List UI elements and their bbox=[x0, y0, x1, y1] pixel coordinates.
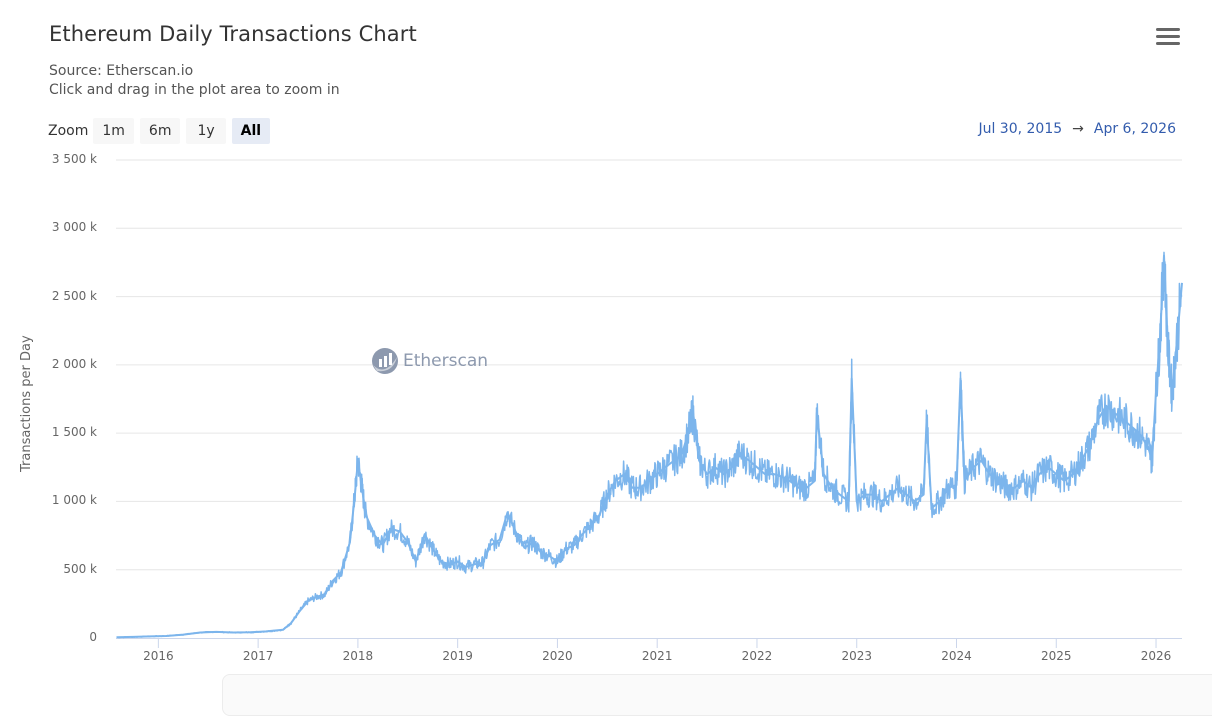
x-tick-label: 2025 bbox=[1040, 649, 1072, 663]
gridlines bbox=[116, 159, 1182, 571]
range-from-input[interactable]: Jul 30, 2015 bbox=[978, 121, 1063, 137]
x-tick-label: 2018 bbox=[342, 649, 374, 663]
etherscan-watermark: Etherscan bbox=[371, 347, 488, 375]
chart-title: Ethereum Daily Transactions Chart bbox=[49, 22, 417, 46]
y-tick-label: 500 k bbox=[63, 561, 97, 576]
y-tick-label: 2 000 k bbox=[51, 356, 97, 371]
y-tick-label: 3 500 k bbox=[51, 152, 97, 166]
y-tick-label: 2 500 k bbox=[51, 288, 97, 303]
y-tick-label: 1 000 k bbox=[51, 493, 97, 508]
footer-panel bbox=[222, 674, 1212, 716]
zoom-all-button[interactable]: All bbox=[231, 118, 271, 144]
hamburger-menu-icon[interactable] bbox=[1156, 28, 1180, 50]
zoom-1m-button[interactable]: 1m bbox=[93, 118, 134, 144]
x-tick-label: 2024 bbox=[941, 649, 972, 663]
etherscan-logo-icon bbox=[372, 348, 398, 374]
y-tick-label: 3 000 k bbox=[51, 220, 97, 235]
x-tick-label: 2020 bbox=[542, 649, 573, 663]
zoom-hint-text: Click and drag in the plot area to zoom … bbox=[49, 82, 340, 98]
x-tick-label: 2019 bbox=[442, 649, 473, 663]
series-line bbox=[116, 254, 1183, 639]
x-tick-label: 2023 bbox=[841, 649, 872, 663]
y-tick-label: 0 bbox=[89, 630, 97, 644]
x-axis bbox=[116, 638, 1182, 648]
source-text: Source: Etherscan.io bbox=[49, 63, 194, 79]
zoom-label: Zoom bbox=[48, 123, 89, 139]
x-tick-label: 2017 bbox=[242, 649, 274, 663]
range-to-input[interactable]: Apr 6, 2026 bbox=[1093, 121, 1176, 137]
x-tick-label: 2021 bbox=[641, 649, 673, 663]
arrow-right-icon: → bbox=[1072, 121, 1084, 137]
x-tick-label: 2022 bbox=[741, 649, 773, 663]
date-range: Jul 30, 2015 → Apr 6, 2026 bbox=[978, 121, 1176, 137]
zoom-1y-button[interactable]: 1y bbox=[186, 118, 226, 144]
plot-area[interactable] bbox=[0, 0, 1212, 694]
range-selector: Zoom 1m 6m 1y All bbox=[48, 118, 276, 144]
x-tick-label: 2016 bbox=[143, 649, 174, 663]
y-tick-label: 1 500 k bbox=[51, 425, 97, 440]
zoom-6m-button[interactable]: 6m bbox=[139, 118, 181, 144]
series-noise bbox=[116, 251, 1183, 639]
x-tick-label: 2026 bbox=[1140, 649, 1172, 663]
chart-subtitle: Source: Etherscan.io Click and drag in t… bbox=[49, 62, 340, 100]
watermark-text: Etherscan bbox=[403, 351, 489, 371]
